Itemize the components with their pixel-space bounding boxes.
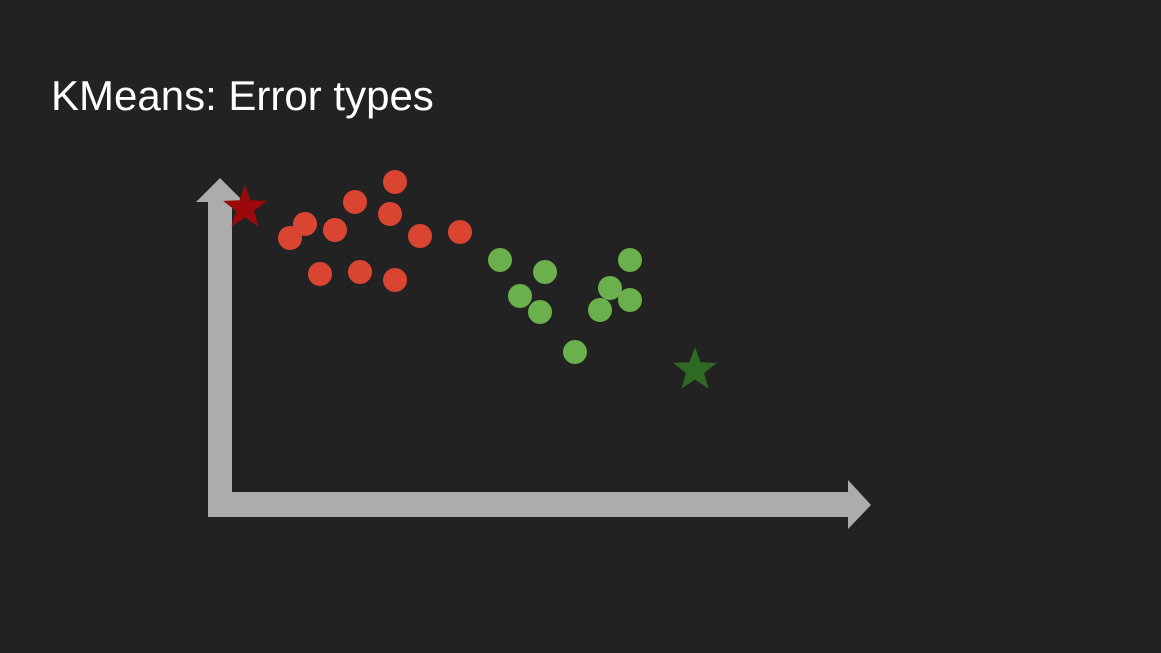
data-point-red-9 [308,262,332,286]
slide-title: KMeans: Error types [51,72,434,119]
data-point-red-10 [348,260,372,284]
data-point-green-5 [563,340,587,364]
data-point-green-9 [618,288,642,312]
data-point-red-6 [408,224,432,248]
data-point-red-3 [378,202,402,226]
data-point-green-4 [528,300,552,324]
centroids [223,185,717,389]
x-axis-arrow [208,480,871,529]
data-point-green-2 [533,260,557,284]
axes [196,178,871,529]
data-point-red-7 [448,220,472,244]
data-point-green-8 [618,248,642,272]
centroid-red-star-icon [223,185,267,227]
data-point-red-1 [383,170,407,194]
data-point-red-11 [383,268,407,292]
data-points [278,170,642,364]
data-point-red-4 [293,212,317,236]
data-point-red-8 [278,226,302,250]
centroid-green-star-icon [673,347,717,389]
data-point-green-6 [588,298,612,322]
data-point-green-3 [508,284,532,308]
data-point-green-1 [488,248,512,272]
y-axis-arrow [196,178,244,517]
data-point-red-2 [343,190,367,214]
data-point-red-5 [323,218,347,242]
data-point-green-7 [598,276,622,300]
